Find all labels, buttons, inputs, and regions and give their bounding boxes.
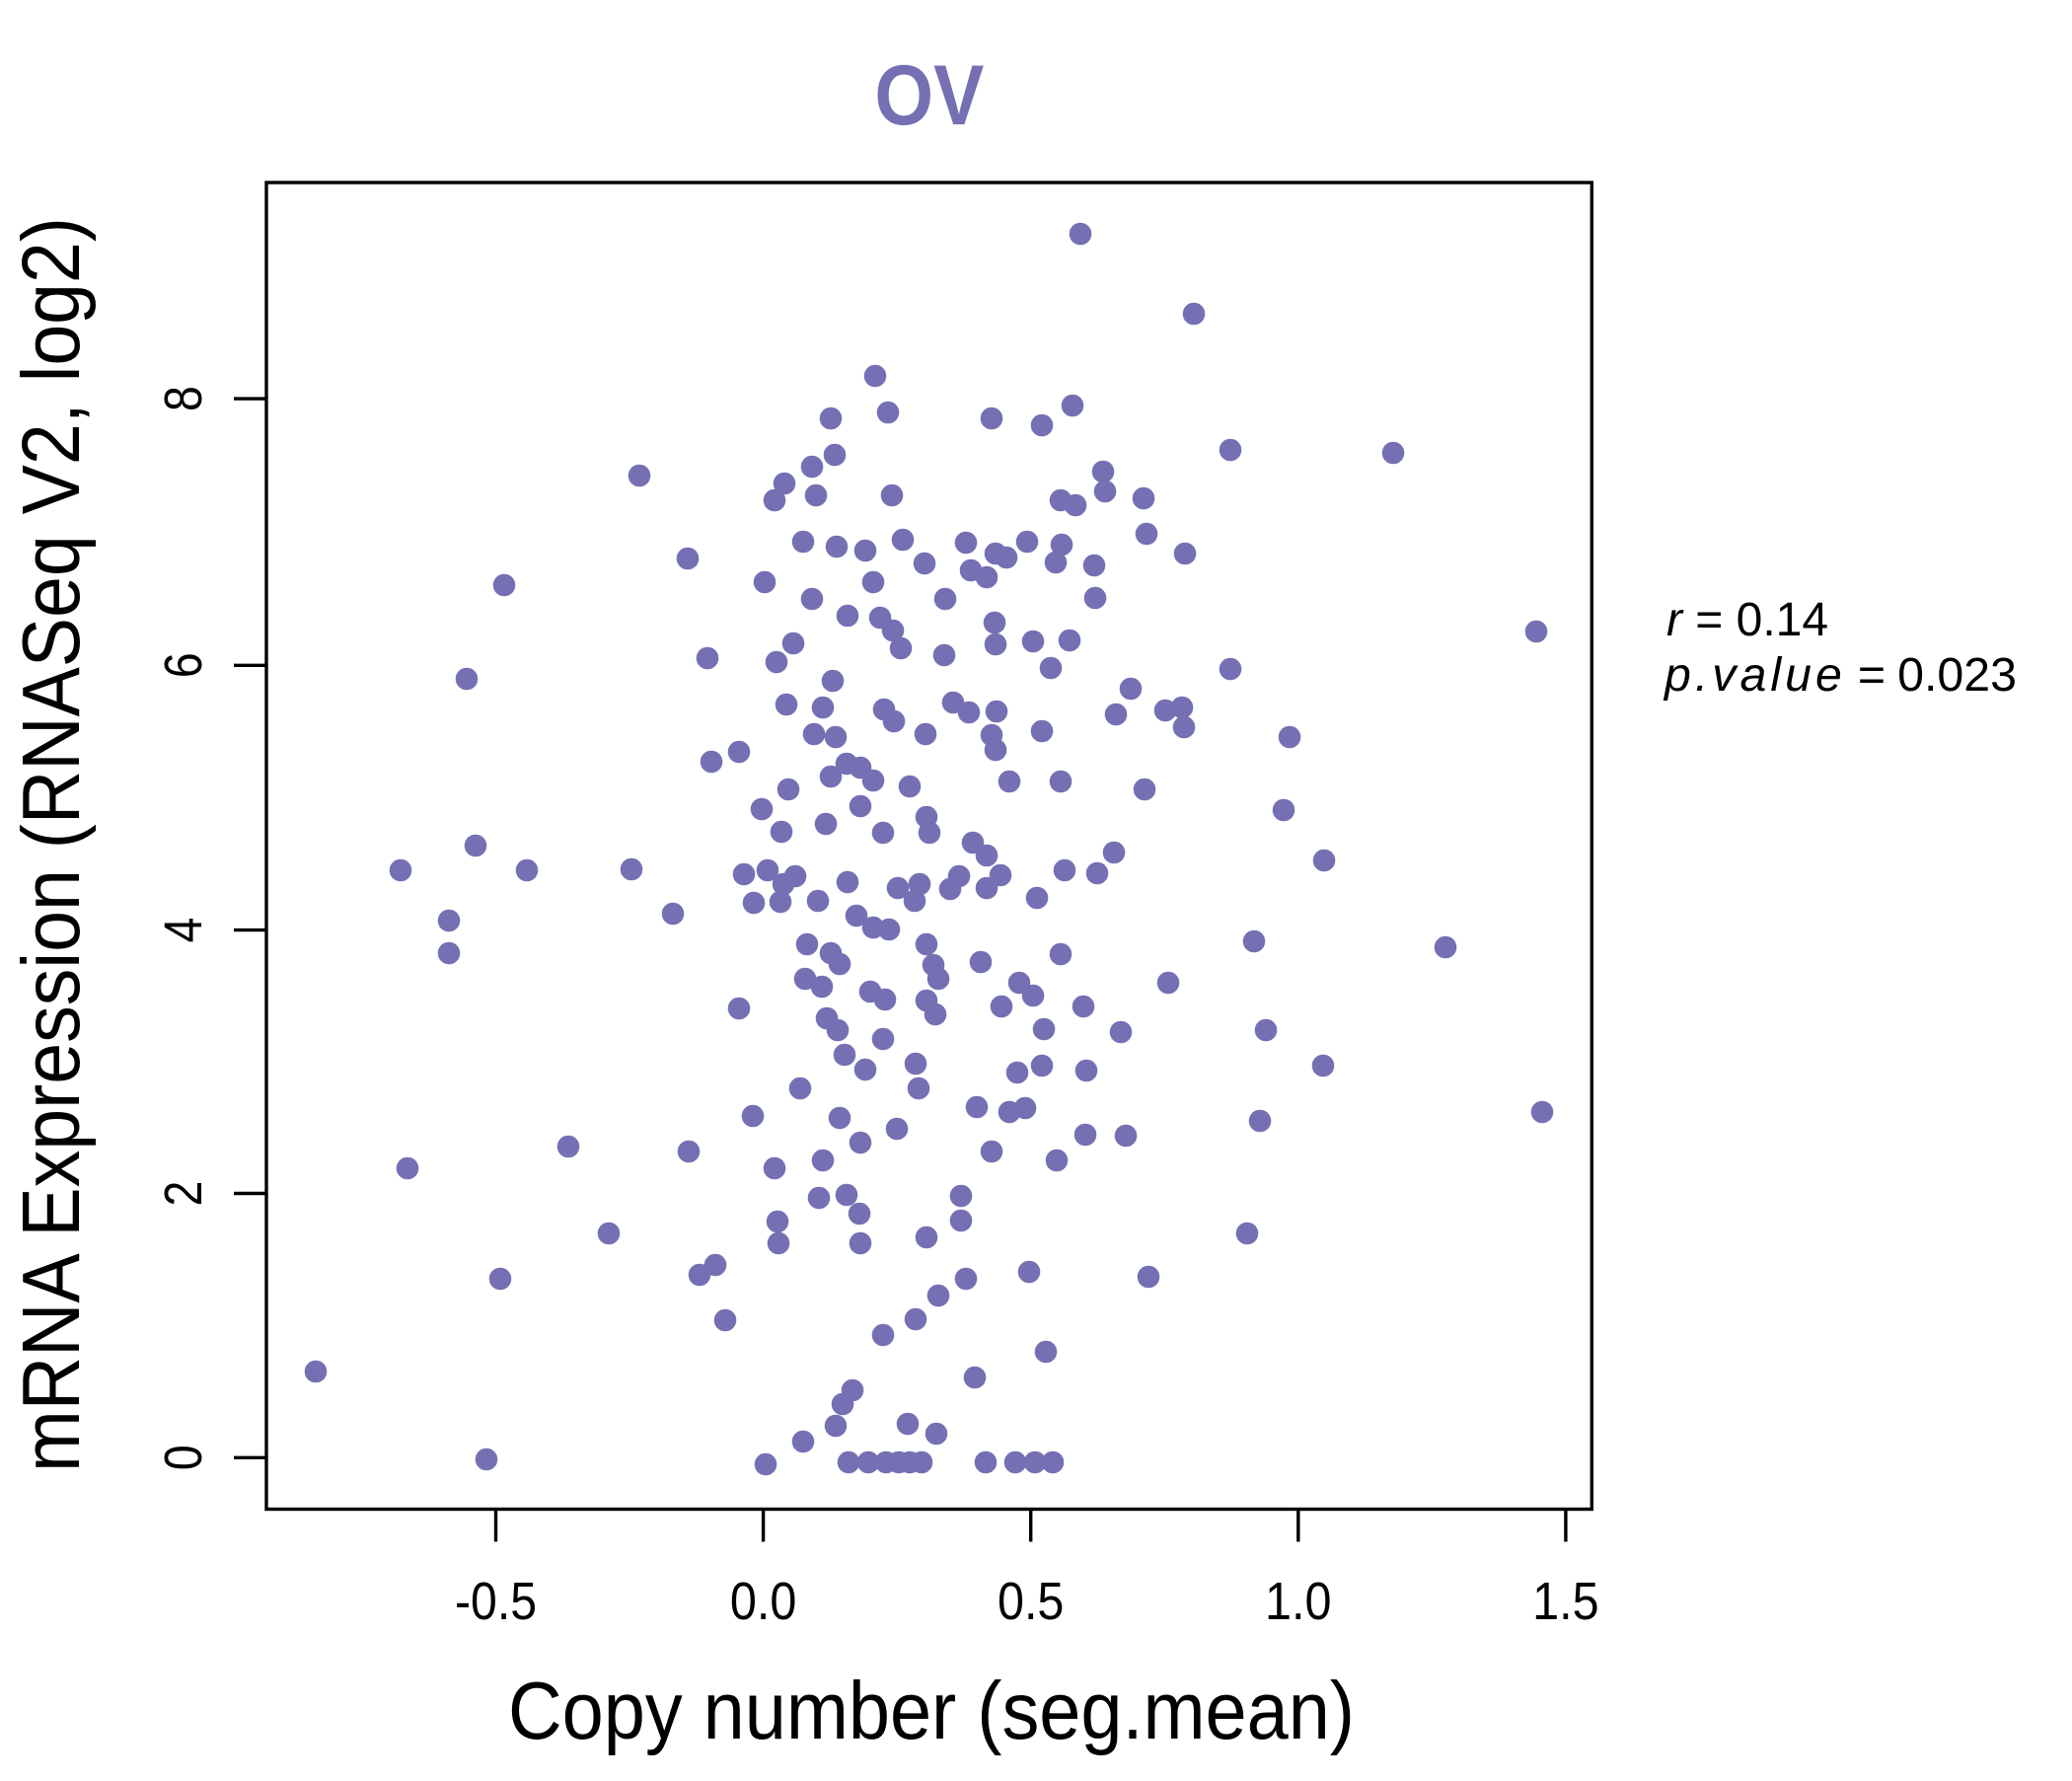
svg-text:2: 2 xyxy=(154,1181,213,1207)
svg-text:p.value = 0.023: p.value = 0.023 xyxy=(1663,649,2017,702)
svg-text:Copy number (seg.mean): Copy number (seg.mean) xyxy=(508,1666,1355,1756)
svg-text:1.0: 1.0 xyxy=(1265,1572,1332,1631)
svg-text:1.5: 1.5 xyxy=(1532,1572,1599,1631)
svg-text:-0.5: -0.5 xyxy=(455,1572,537,1631)
svg-text:OV: OV xyxy=(874,48,984,143)
svg-text:6: 6 xyxy=(154,652,213,678)
svg-text:mRNA Expression (RNASeq V2, lo: mRNA Expression (RNASeq V2, log2) xyxy=(6,217,97,1472)
svg-text:8: 8 xyxy=(154,386,213,411)
svg-text:4: 4 xyxy=(154,918,213,943)
svg-text:r = 0.14: r = 0.14 xyxy=(1666,594,1828,646)
svg-text:0: 0 xyxy=(154,1445,213,1470)
svg-text:0.0: 0.0 xyxy=(730,1572,797,1631)
svg-text:0.5: 0.5 xyxy=(998,1572,1065,1631)
